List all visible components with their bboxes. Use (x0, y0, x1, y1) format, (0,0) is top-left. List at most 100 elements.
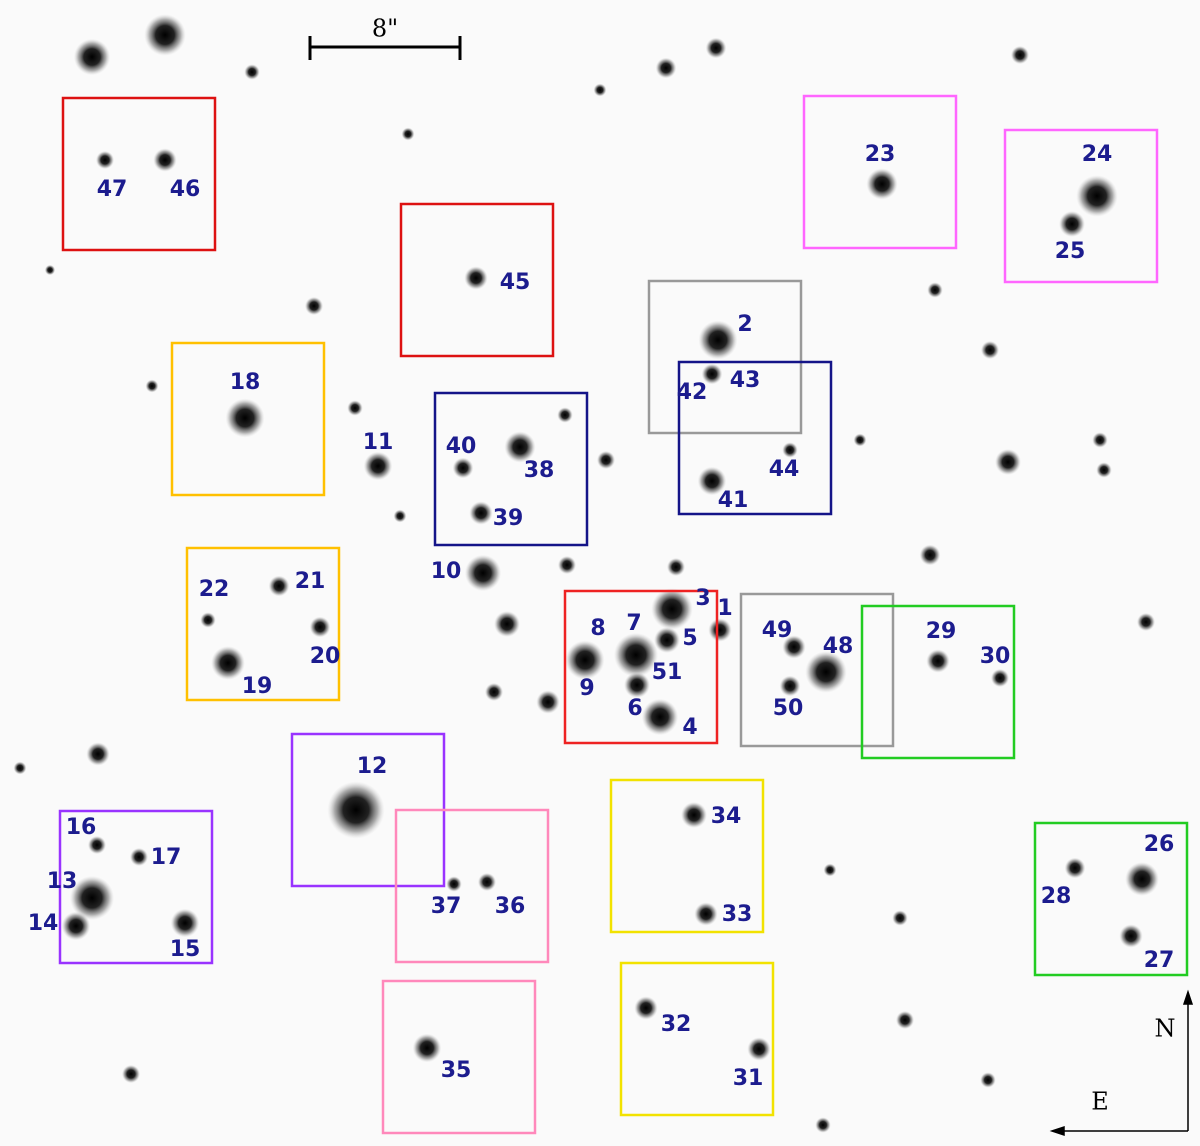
star-label: 26 (1144, 832, 1175, 857)
star (919, 544, 941, 566)
star-label: 13 (47, 869, 78, 894)
star (655, 57, 677, 79)
star (926, 649, 950, 673)
star (995, 449, 1021, 475)
star-label: 48 (823, 634, 854, 659)
star (613, 632, 659, 678)
star-label: 4 (682, 715, 697, 740)
star (327, 781, 385, 839)
star (464, 266, 488, 290)
star-label: 15 (170, 937, 201, 962)
star (624, 672, 650, 698)
star (1010, 45, 1030, 65)
region-box (58, 809, 214, 965)
star-label: 41 (718, 488, 749, 513)
region-box (647, 279, 803, 435)
star (866, 168, 898, 200)
star (69, 875, 115, 921)
star-label: 17 (151, 845, 182, 870)
region-box (185, 546, 341, 702)
star-label: 27 (1144, 948, 1175, 973)
star (1119, 924, 1143, 948)
star-label: 1 (717, 596, 732, 621)
star (651, 588, 693, 630)
star-label: 7 (626, 611, 641, 636)
star-label: 34 (711, 804, 742, 829)
star-label: 6 (627, 696, 642, 721)
region-box (399, 202, 555, 358)
star-label: 51 (652, 660, 683, 685)
star (980, 1072, 996, 1088)
star-label: 35 (441, 1058, 472, 1083)
star (892, 910, 908, 926)
star-label: 24 (1082, 142, 1113, 167)
arrow-head (1182, 989, 1194, 1005)
region-box (677, 360, 833, 516)
star (895, 1010, 915, 1030)
star-label: 44 (769, 457, 800, 482)
star (565, 640, 605, 680)
star (747, 1037, 771, 1061)
star (805, 651, 847, 693)
star (477, 872, 497, 892)
star-label: 40 (446, 434, 477, 459)
star (698, 320, 738, 360)
star (446, 876, 462, 892)
star (701, 363, 723, 385)
star (268, 575, 290, 597)
star-label: 49 (762, 618, 793, 643)
star (304, 296, 324, 316)
east-label: E (1091, 1088, 1109, 1116)
star (13, 761, 27, 775)
star-label: 46 (170, 177, 201, 202)
star (494, 611, 520, 637)
compass (1049, 989, 1194, 1137)
star (557, 555, 577, 575)
star (87, 835, 107, 855)
region-box (739, 592, 895, 748)
star-label: 10 (431, 559, 462, 584)
arrow-head (1049, 1125, 1065, 1137)
star-label: 2 (737, 312, 752, 337)
star (1059, 211, 1085, 237)
region-box (802, 94, 958, 250)
star-label: 8 (590, 616, 605, 641)
star-label: 43 (730, 368, 761, 393)
region-box (860, 604, 1016, 760)
region-box (563, 589, 719, 745)
region-box (381, 979, 537, 1135)
star (593, 83, 607, 97)
star (1125, 862, 1159, 896)
star (1064, 857, 1086, 879)
region-box (61, 96, 217, 252)
region-box (394, 808, 550, 964)
star-label: 23 (865, 142, 896, 167)
scale-bar (308, 36, 462, 60)
star-label: 39 (493, 506, 524, 531)
star (401, 127, 415, 141)
star (144, 14, 186, 56)
star (666, 557, 686, 577)
scale-label: 8" (372, 15, 398, 43)
star-label: 45 (500, 270, 531, 295)
star (244, 64, 260, 80)
star (412, 1033, 442, 1063)
star (170, 908, 200, 938)
star (815, 1117, 831, 1133)
star (1092, 432, 1108, 448)
star (393, 509, 407, 523)
star (654, 627, 680, 653)
star (557, 407, 573, 423)
star (634, 996, 658, 1020)
star (95, 150, 115, 170)
stars (13, 14, 1159, 1133)
star-label: 42 (677, 380, 708, 405)
star (44, 264, 56, 276)
star (927, 282, 943, 298)
star (1076, 175, 1118, 217)
star (452, 457, 474, 479)
star (1096, 462, 1112, 478)
star-label: 32 (661, 1012, 692, 1037)
